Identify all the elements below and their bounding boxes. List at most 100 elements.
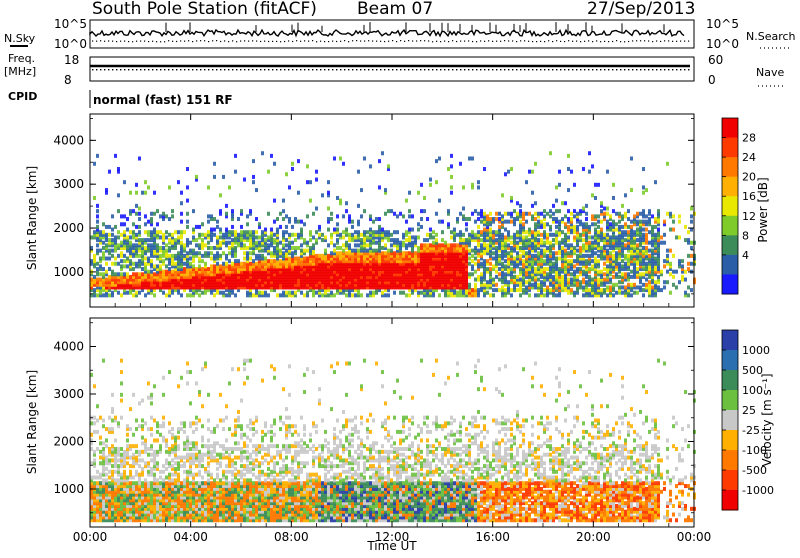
- data-cell: [498, 267, 501, 271]
- nave-dot: [608, 69, 609, 70]
- data-cell: [420, 183, 423, 187]
- nave-dot: [432, 69, 433, 70]
- data-cell: [333, 228, 336, 232]
- data-cell: [495, 283, 498, 287]
- nsearch-dot: [152, 41, 153, 42]
- data-cell: [246, 291, 249, 295]
- data-cell: [267, 212, 270, 216]
- nave-dot: [652, 69, 653, 70]
- data-cell: [294, 217, 297, 221]
- data-cell: [279, 259, 282, 263]
- nsearch-dot: [412, 40, 413, 41]
- data-cell: [669, 291, 672, 295]
- data-cell: [144, 262, 147, 266]
- data-cell: [615, 235, 618, 239]
- data-cell: [123, 264, 126, 268]
- data-cell: [198, 257, 201, 261]
- data-cell: [114, 447, 117, 451]
- data-cell: [273, 162, 276, 166]
- nave-dot: [312, 69, 313, 70]
- data-cell: [672, 275, 675, 279]
- nave-dot: [564, 69, 565, 70]
- data-cell: [312, 243, 315, 247]
- data-cell: [516, 288, 519, 292]
- data-cell: [309, 238, 312, 242]
- data-cell: [381, 251, 384, 255]
- nsearch-dot: [312, 40, 313, 41]
- data-cell: [411, 241, 414, 245]
- freq-label-top: Freq.: [8, 52, 35, 65]
- data-cell: [291, 241, 294, 245]
- data-cell: [225, 228, 228, 232]
- data-cell: [120, 359, 123, 363]
- data-cell: [255, 262, 258, 266]
- data-cell: [225, 262, 228, 266]
- nsearch-dot: [664, 40, 665, 41]
- data-cell: [264, 228, 267, 232]
- data-cell: [531, 191, 534, 195]
- data-cell: [576, 212, 579, 216]
- data-cell: [270, 154, 273, 158]
- data-cell: [597, 230, 600, 234]
- data-cell: [327, 180, 330, 184]
- data-cell: [108, 481, 111, 485]
- data-cell: [537, 238, 540, 242]
- data-cell: [360, 188, 363, 192]
- nave-dot: [228, 69, 229, 70]
- nsearch-dot: [288, 40, 289, 41]
- data-cell: [348, 214, 351, 218]
- power-data-cells: [90, 151, 696, 297]
- nave-dot: [524, 69, 525, 70]
- data-cell: [93, 254, 96, 258]
- data-cell: [495, 275, 498, 279]
- data-cell: [102, 419, 105, 423]
- nave-dot: [256, 69, 257, 70]
- data-cell: [525, 212, 528, 216]
- data-cell: [534, 293, 537, 297]
- data-cell: [474, 278, 477, 282]
- data-cell: [477, 217, 480, 221]
- data-cell: [540, 280, 543, 284]
- data-cell: [189, 262, 192, 266]
- data-cell: [141, 267, 144, 271]
- nave-dot: [456, 69, 457, 70]
- data-cell: [129, 235, 132, 239]
- nave-dot: [460, 69, 461, 70]
- data-cell: [207, 241, 210, 245]
- data-cell: [651, 225, 654, 229]
- data-cell: [147, 220, 150, 224]
- data-cell: [99, 450, 102, 454]
- data-cell: [162, 259, 165, 263]
- data-cell: [471, 288, 474, 292]
- nave-dot: [504, 69, 505, 70]
- data-cell: [120, 214, 123, 218]
- nsearch-dot: [92, 40, 93, 41]
- nsearch-dot: [612, 41, 613, 42]
- data-cell: [267, 243, 270, 247]
- data-cell: [108, 458, 111, 462]
- data-cell: [567, 278, 570, 282]
- data-cell: [114, 478, 117, 482]
- data-cell: [120, 264, 123, 268]
- data-cell: [165, 264, 168, 268]
- data-cell: [183, 262, 186, 266]
- nsearch-dot: [408, 40, 409, 41]
- data-cell: [495, 246, 498, 250]
- data-cell: [162, 291, 165, 295]
- nsearch-dot: [104, 41, 105, 42]
- data-cell: [183, 230, 186, 234]
- nave-dot: [628, 69, 629, 70]
- data-cell: [603, 288, 606, 292]
- nsearch-dot: [172, 41, 173, 42]
- data-cell: [681, 275, 684, 279]
- nsearch-dot: [644, 40, 645, 41]
- nsearch-dot: [620, 41, 621, 42]
- data-cell: [201, 259, 204, 263]
- nsearch-dot: [580, 41, 581, 42]
- data-cell: [642, 246, 645, 250]
- data-cell: [630, 293, 633, 297]
- data-cell: [99, 481, 102, 485]
- data-cell: [504, 259, 507, 263]
- data-cell: [162, 212, 165, 216]
- data-cell: [120, 473, 123, 477]
